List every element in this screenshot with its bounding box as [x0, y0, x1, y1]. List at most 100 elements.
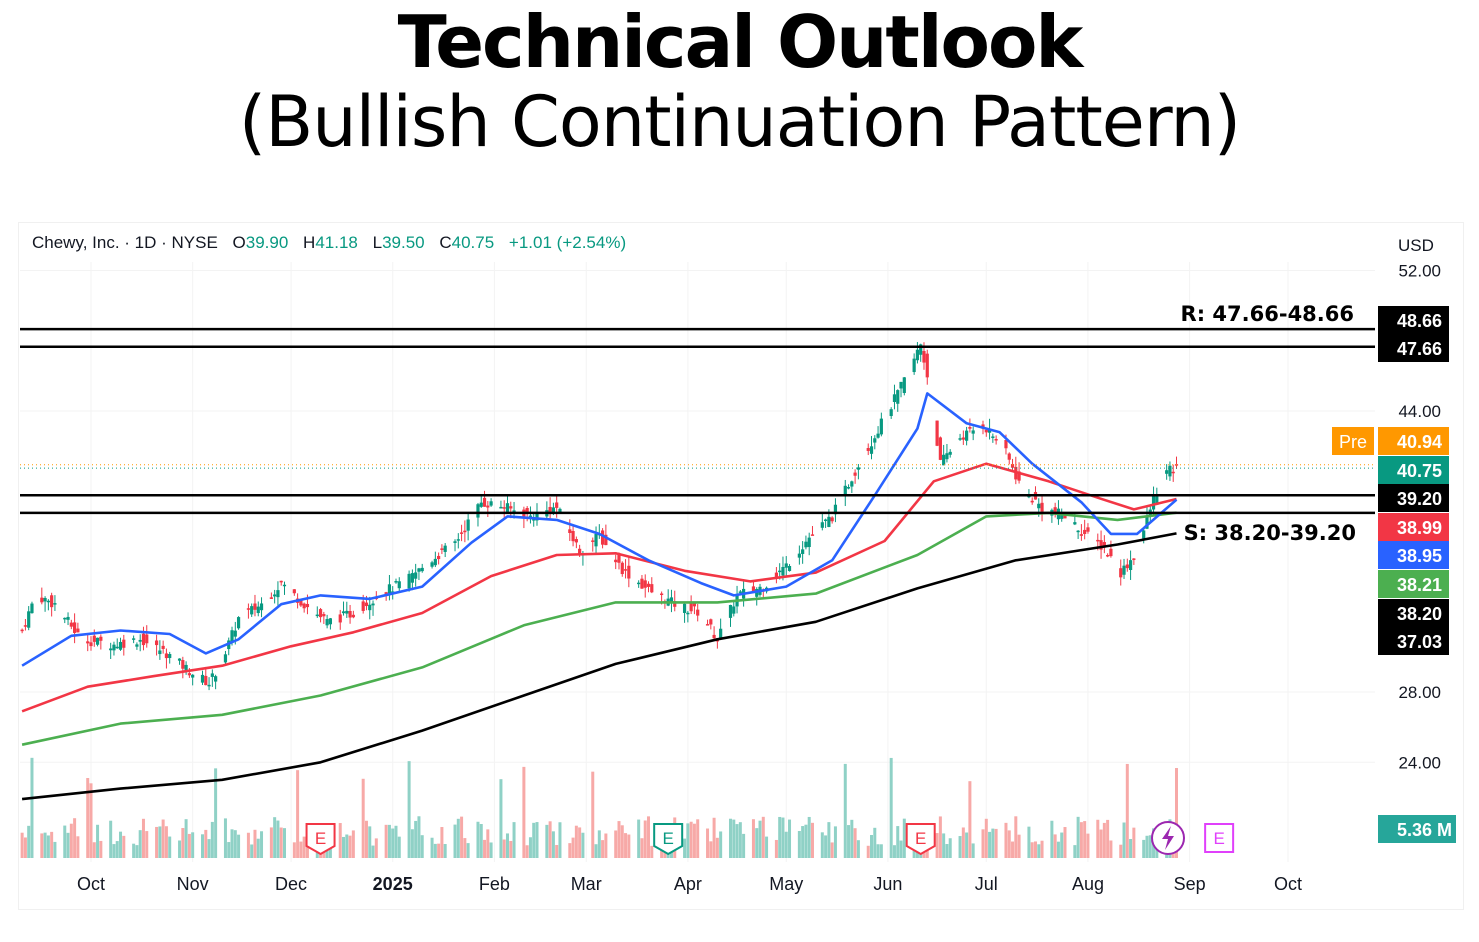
volume-bar [276, 820, 280, 858]
open-value: 39.90 [245, 233, 289, 252]
price-label-text: 47.66 [1397, 339, 1442, 359]
candle-body [620, 562, 624, 575]
volume-bar [830, 842, 834, 858]
candle-body [1086, 527, 1090, 532]
candle-body [299, 600, 303, 606]
time-axis-tick: Dec [275, 874, 307, 894]
time-axis-tick: Jul [975, 874, 998, 894]
candle-body [273, 594, 277, 597]
volume-bar [866, 845, 870, 858]
volume-bar [1086, 833, 1090, 858]
candle-body [961, 437, 965, 440]
candle-body [810, 534, 815, 536]
candle-body [479, 502, 483, 507]
candle-body [942, 454, 946, 466]
candle-body [63, 617, 67, 620]
candle-body [935, 420, 939, 446]
volume-bar [1083, 821, 1087, 858]
candle-body [233, 630, 237, 637]
volume-bar [981, 829, 985, 858]
candle-body [112, 644, 116, 651]
time-axis-tick: Aug [1072, 874, 1104, 894]
candle-body [1079, 534, 1083, 536]
volume-bar [476, 821, 480, 858]
volume-bar [269, 827, 273, 858]
volume-bar [325, 845, 329, 858]
volume-bar [820, 832, 824, 858]
candle-body [705, 624, 710, 626]
volume-bar [988, 831, 992, 858]
volume-bar [371, 845, 375, 858]
candle-body [207, 684, 211, 687]
candle-body [689, 603, 693, 612]
volume-label-text: 5.36 M [1397, 820, 1452, 840]
candle-body [437, 555, 441, 560]
volume-bar [351, 830, 355, 858]
volume-bar [892, 845, 896, 858]
candle-body [292, 589, 296, 594]
volume-bar [1037, 844, 1041, 858]
volume-bar [597, 830, 601, 858]
candle-body [673, 601, 677, 607]
candle-body [551, 507, 556, 514]
volume-bar [420, 835, 424, 858]
candle-body [482, 497, 487, 507]
pre-tag-text: Pre [1339, 432, 1367, 452]
volume-bar [463, 838, 467, 858]
earnings-marker [905, 823, 936, 856]
volume-bar [574, 825, 578, 858]
volume-bar [683, 838, 687, 858]
volume-bar [338, 823, 342, 858]
volume-bar [122, 835, 126, 858]
volume-bar [728, 818, 732, 858]
volume-bar [755, 828, 759, 858]
volume-bar [594, 844, 598, 858]
candle-body [614, 559, 618, 563]
candle-body [73, 622, 77, 633]
volume-bar [902, 818, 906, 858]
symbol-name[interactable]: Chewy, Inc. · 1D · NYSE [32, 233, 218, 252]
candle-body [276, 590, 280, 598]
volume-bar [181, 828, 185, 858]
candle-body [738, 591, 742, 593]
earnings-marker-label: E [915, 829, 926, 848]
candle-body [138, 639, 142, 642]
price-label-box [1378, 306, 1449, 334]
candle-body [361, 601, 365, 611]
candle-body [223, 654, 228, 663]
candle-body [1040, 502, 1044, 512]
currency-label[interactable]: USD [1398, 236, 1434, 255]
ema-100-line [21, 511, 1177, 746]
candle-body [368, 604, 372, 611]
price-label-box [1378, 456, 1449, 484]
volume-bar [437, 843, 441, 858]
pre-tag-box [1332, 427, 1374, 455]
candle-body [643, 580, 647, 588]
candle-body [145, 634, 149, 644]
candle-body [1096, 539, 1100, 542]
candle-body [463, 530, 467, 533]
volume-bar [620, 825, 624, 858]
volume-bar [223, 818, 227, 858]
volume-bar [210, 821, 214, 858]
candle-body [210, 673, 214, 677]
candle-body [351, 614, 355, 618]
volume-bar [807, 816, 811, 858]
volume-bar [499, 779, 503, 858]
volume-bar [256, 838, 260, 858]
volume-bar [1030, 842, 1034, 858]
change-value: +1.01 (+2.54%) [508, 233, 627, 252]
candle-body [787, 566, 792, 572]
candle-body [1142, 530, 1146, 539]
volume-bar [1119, 844, 1123, 858]
candle-body [971, 430, 975, 434]
candle-body [640, 578, 644, 589]
candle-body [328, 618, 332, 625]
candle-body [499, 506, 503, 509]
candle-body [600, 530, 605, 545]
volume-bar [1129, 838, 1133, 858]
candle-body [682, 603, 687, 613]
volume-bar [187, 833, 191, 858]
volume-bar [558, 822, 562, 858]
